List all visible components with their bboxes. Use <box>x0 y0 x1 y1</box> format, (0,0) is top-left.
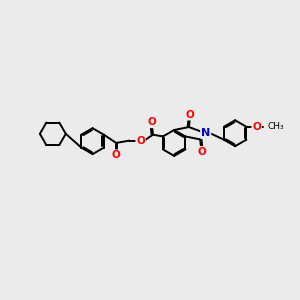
Text: O: O <box>186 110 195 120</box>
Text: O: O <box>147 117 156 127</box>
Text: O: O <box>252 122 261 132</box>
Text: O: O <box>197 147 206 157</box>
Text: N: N <box>201 128 210 138</box>
Text: O: O <box>112 150 121 160</box>
Text: CH₃: CH₃ <box>268 122 284 131</box>
Text: O: O <box>136 136 145 146</box>
